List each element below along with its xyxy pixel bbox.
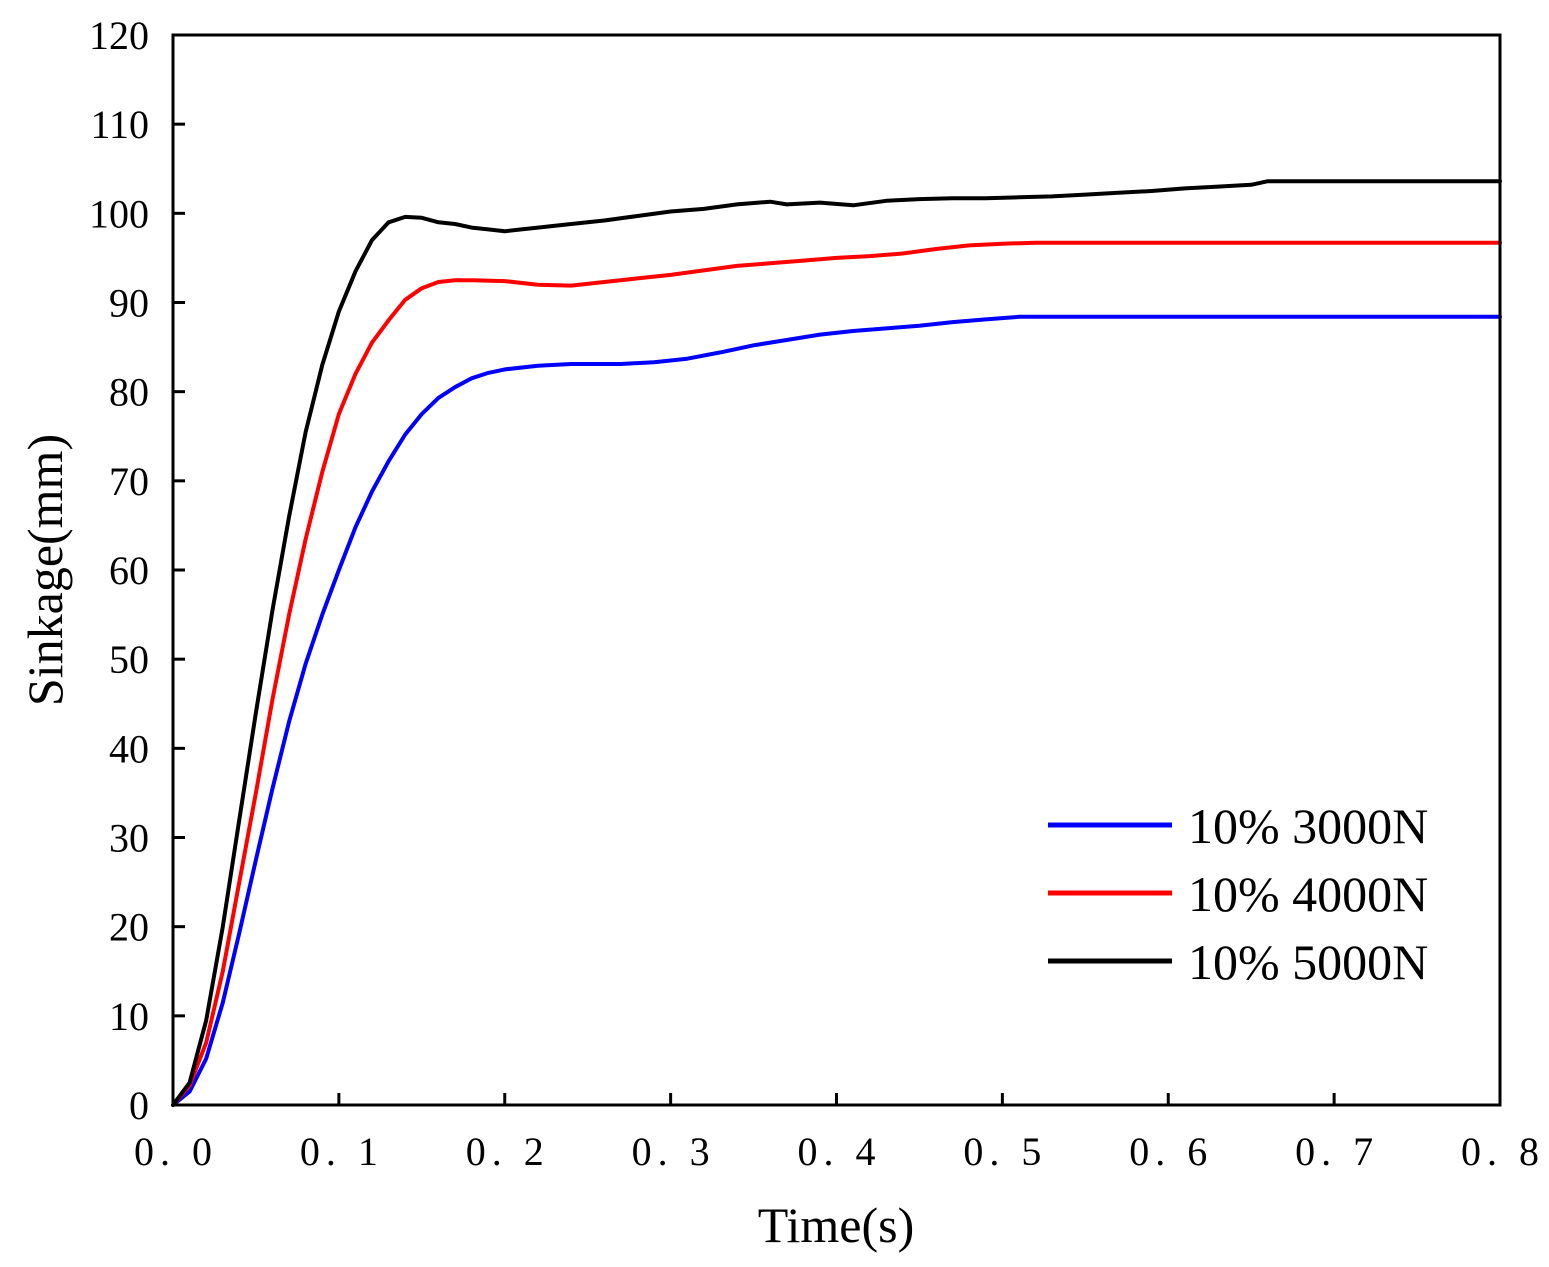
y-tick-label: 0 xyxy=(129,1083,149,1128)
y-tick-label: 80 xyxy=(109,370,149,415)
y-axis-title: Sinkage(mm) xyxy=(17,434,73,706)
x-tick-label: 0. 0 xyxy=(134,1129,218,1174)
x-tick-label: 0. 3 xyxy=(632,1129,716,1174)
series-line-3 xyxy=(171,179,1502,1107)
series-line-2 xyxy=(171,240,1502,1107)
x-tick-label: 0. 1 xyxy=(300,1129,384,1174)
x-tick-label: 0. 7 xyxy=(1295,1129,1379,1174)
y-tick-label: 110 xyxy=(90,102,149,147)
legend: 10% 3000N 10% 4000N 10% 5000N xyxy=(1048,798,1428,990)
x-tick-label: 0. 4 xyxy=(798,1129,882,1174)
y-tick-label: 50 xyxy=(109,637,149,682)
x-axis-title: Time(s) xyxy=(758,1197,915,1253)
y-tick-label: 40 xyxy=(109,726,149,771)
y-tick-label: 10 xyxy=(109,994,149,1039)
x-tick-label: 0. 2 xyxy=(466,1129,550,1174)
y-tick-label: 60 xyxy=(109,548,149,593)
y-tick-label: 100 xyxy=(89,191,149,236)
x-tick-label: 0. 5 xyxy=(963,1129,1047,1174)
axis-tick-labels: 0. 0 0. 1 0. 2 0. 3 0. 4 0. 5 0. 6 0. 7 0. 8 0 10 2… xyxy=(89,13,1545,1174)
x-tick-label: 0. 6 xyxy=(1129,1129,1213,1174)
legend-label: 10% 4000N xyxy=(1188,866,1428,922)
y-tick-label: 20 xyxy=(109,905,149,950)
legend-label: 10% 3000N xyxy=(1188,798,1428,854)
y-tick-label: 30 xyxy=(109,816,149,861)
y-tick-label: 90 xyxy=(109,281,149,326)
axis-ticks xyxy=(171,33,1502,1107)
legend-label: 10% 5000N xyxy=(1188,934,1428,990)
y-tick-label: 120 xyxy=(89,13,149,58)
x-tick-label: 0. 8 xyxy=(1461,1129,1545,1174)
series-lines xyxy=(171,179,1502,1107)
series-line-1 xyxy=(171,314,1502,1107)
y-tick-label: 70 xyxy=(109,459,149,504)
